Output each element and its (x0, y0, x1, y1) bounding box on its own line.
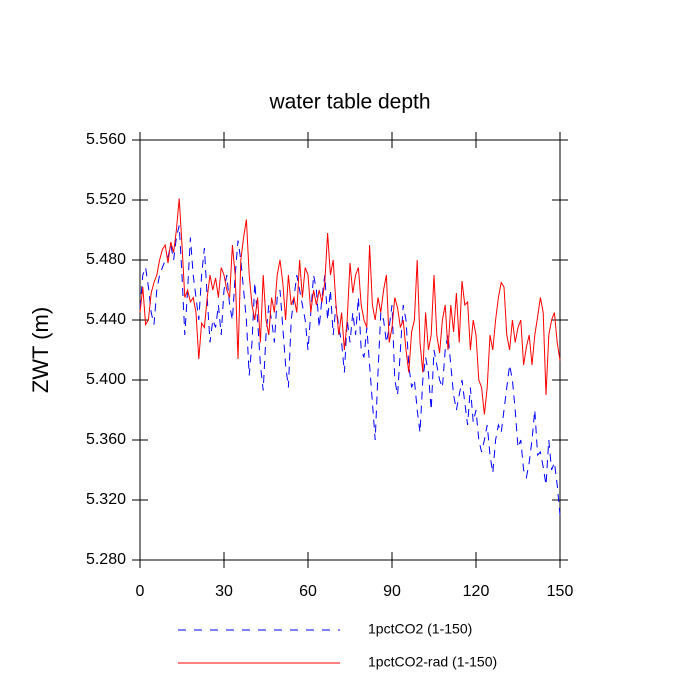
data-line (139, 198, 561, 415)
y-tick-label: 5.320 (86, 491, 126, 508)
x-tick-label: 30 (215, 583, 233, 600)
legend-label: 1pctCO2-rad (1-150) (368, 654, 497, 670)
y-tick-label: 5.440 (86, 311, 126, 328)
data-line (139, 225, 561, 516)
y-tick-label: 5.280 (86, 551, 126, 568)
plot-frame (139, 139, 561, 561)
x-tick-label: 120 (463, 583, 490, 600)
y-tick-label: 5.480 (86, 251, 126, 268)
x-tick-label: 0 (136, 583, 145, 600)
y-tick-label: 5.400 (86, 371, 126, 388)
legend-label: 1pctCO2 (1-150) (368, 621, 472, 637)
x-tick-label: 60 (299, 583, 317, 600)
y-tick-label: 5.520 (86, 191, 126, 208)
x-tick-label: 90 (383, 583, 401, 600)
y-tick-label: 5.360 (86, 431, 126, 448)
chart-title: water table depth (268, 91, 430, 114)
y-axis-label: ZWT (m) (28, 307, 53, 393)
y-tick-label: 5.560 (86, 131, 126, 148)
x-tick-label: 150 (547, 583, 574, 600)
